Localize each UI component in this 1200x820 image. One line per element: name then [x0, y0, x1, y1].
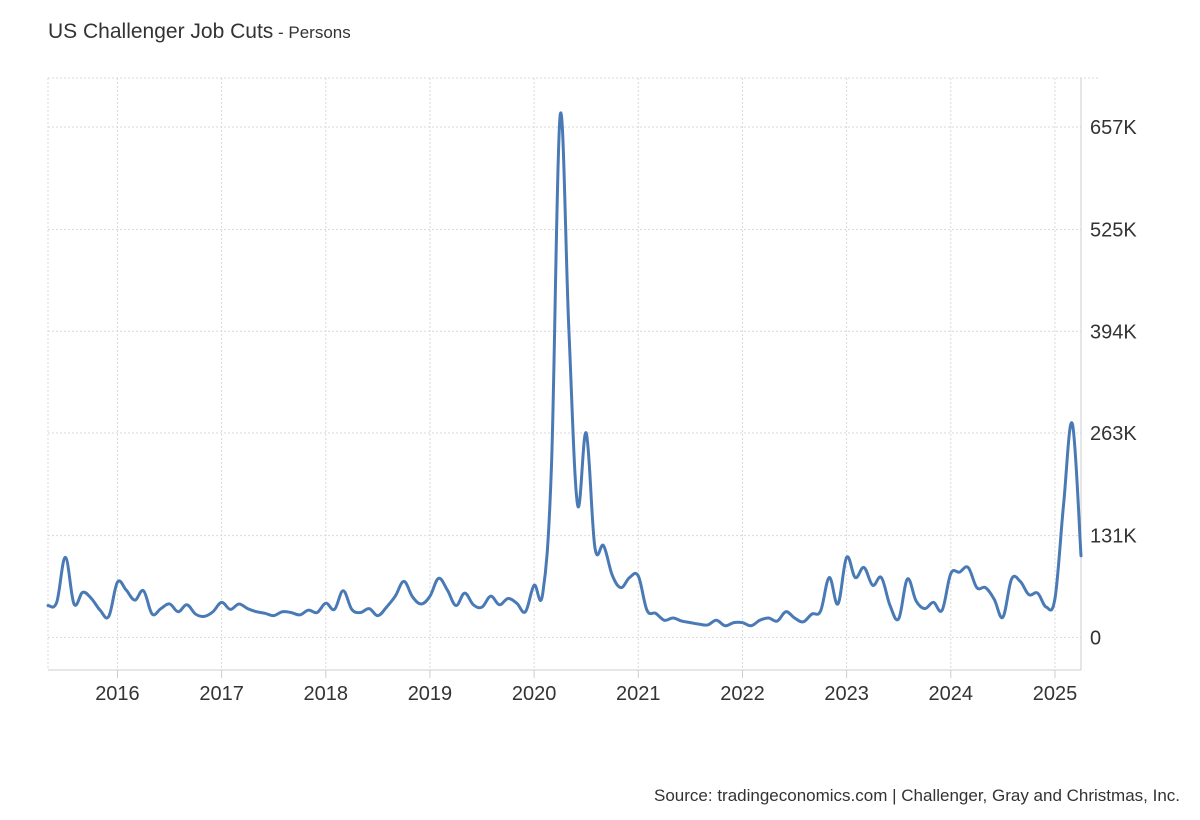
x-tick-label: 2018 [304, 683, 349, 705]
x-tick-label: 2025 [1033, 683, 1078, 705]
x-tick-label: 2021 [616, 683, 661, 705]
grid-layer [47, 77, 1099, 670]
series-line [46, 111, 1083, 628]
label-layer: 0 131K 263K 394K 525K 657K 2016 2017 2018 2019 202… [95, 117, 1137, 705]
line-chart: 0 131K 263K 394K 525K 657K 2016 2017 2018 2019 202… [46, 77, 1137, 705]
y-tick-label: 263K [1090, 423, 1137, 445]
x-tick-label: 2023 [824, 683, 869, 705]
x-tick-label: 2022 [720, 683, 765, 705]
chart-title: US Challenger Job Cuts [48, 20, 274, 43]
y-tick-label: 525K [1090, 219, 1137, 241]
y-tick-label: 131K [1090, 526, 1137, 548]
x-tick-label: 2020 [512, 683, 557, 705]
axis-layer [48, 78, 1082, 678]
chart-title-row: US Challenger Job Cuts - Persons [48, 20, 351, 44]
y-tick-label: 394K [1090, 321, 1137, 343]
y-tick-label: 0 [1090, 627, 1101, 649]
x-tick-label: 2019 [408, 683, 453, 705]
subtitle-separator: - [273, 23, 289, 42]
y-tick-label: 657K [1090, 117, 1137, 139]
source-credit: Source: tradingeconomics.com | Challenge… [654, 786, 1180, 805]
x-tick-label: 2017 [199, 683, 244, 705]
x-tick-label: 2016 [95, 683, 140, 705]
series-layer [46, 111, 1083, 628]
x-tick-label: 2024 [929, 683, 974, 705]
chart-subtitle: Persons [288, 23, 351, 42]
